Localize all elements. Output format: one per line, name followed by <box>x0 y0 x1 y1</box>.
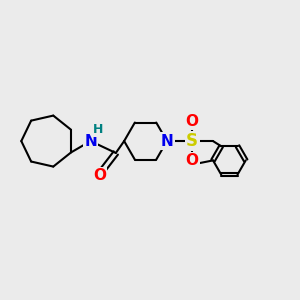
Text: O: O <box>93 168 106 183</box>
Text: O: O <box>186 114 199 129</box>
Text: H: H <box>93 123 103 136</box>
Text: N: N <box>84 134 97 148</box>
Text: N: N <box>160 134 173 148</box>
Text: S: S <box>186 132 198 150</box>
Text: O: O <box>186 153 199 168</box>
